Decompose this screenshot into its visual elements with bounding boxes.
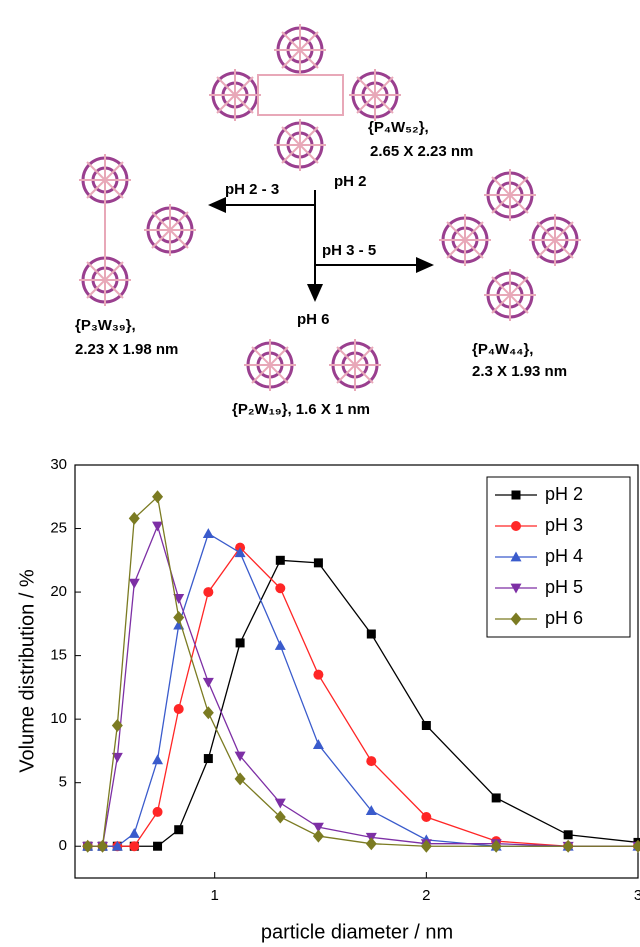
marker <box>129 579 140 589</box>
figure: pH 2 pH 2 - 3 pH 3 - 5 pH 6 {P₄W₅₂}, 2.6… <box>0 0 640 947</box>
y-tick-label: 0 <box>59 837 67 854</box>
marker <box>203 678 214 688</box>
x-axis-label: particle diameter / nm <box>261 921 453 943</box>
marker <box>275 811 286 824</box>
marker <box>313 739 324 749</box>
label: pH 2 <box>334 173 367 190</box>
marker <box>174 704 184 714</box>
label: pH 3 - 5 <box>322 242 376 259</box>
legend-marker <box>511 521 521 531</box>
label: 2.23 X 1.98 nm <box>75 341 178 358</box>
marker <box>563 840 574 853</box>
y-tick-label: 15 <box>50 647 67 664</box>
legend-label: pH 5 <box>545 577 583 597</box>
legend-label: pH 2 <box>545 484 583 504</box>
marker <box>422 721 431 730</box>
marker <box>314 558 323 567</box>
label: pH 2 - 3 <box>225 181 279 198</box>
marker <box>492 793 501 802</box>
marker <box>153 842 162 851</box>
label: 2.3 X 1.93 nm <box>472 363 567 380</box>
x-tick-label: 3 <box>634 887 640 904</box>
x-tick-label: 1 <box>211 887 219 904</box>
y-axis-label: Volume distribution / % <box>16 569 38 773</box>
marker <box>204 754 213 763</box>
label: pH 6 <box>297 311 330 328</box>
marker <box>152 522 163 532</box>
y-tick-label: 30 <box>50 456 67 473</box>
marker <box>129 828 140 838</box>
marker <box>275 583 285 593</box>
label: {P₂W₁₉}, 1.6 X 1 nm <box>232 401 370 418</box>
structure-bottom <box>244 339 381 391</box>
marker <box>203 528 214 538</box>
marker <box>313 670 323 680</box>
marker <box>275 799 286 809</box>
page: pH 2 pH 2 - 3 pH 3 - 5 pH 6 {P₄W₅₂}, 2.6… <box>0 0 640 947</box>
legend-label: pH 3 <box>545 515 583 535</box>
label: 2.65 X 2.23 nm <box>370 143 473 160</box>
label: {P₃W₃₉}, <box>75 317 136 334</box>
y-tick-label: 5 <box>59 774 67 791</box>
marker <box>82 840 93 853</box>
y-tick-label: 10 <box>50 710 67 727</box>
legend-marker <box>512 491 521 500</box>
marker <box>421 812 431 822</box>
structure-right <box>439 169 581 321</box>
marker <box>276 556 285 565</box>
marker <box>366 756 376 766</box>
marker <box>129 841 139 851</box>
marker <box>203 587 213 597</box>
x-tick-label: 2 <box>422 887 430 904</box>
marker <box>275 640 286 650</box>
marker <box>97 840 108 853</box>
marker <box>152 490 163 503</box>
marker <box>564 830 573 839</box>
marker <box>152 754 163 764</box>
marker <box>203 706 214 719</box>
y-tick-label: 25 <box>50 520 67 537</box>
marker <box>153 807 163 817</box>
legend-label: pH 4 <box>545 546 583 566</box>
label: {P₄W₅₂}, <box>368 119 429 136</box>
marker <box>313 830 324 843</box>
y-tick-label: 20 <box>50 583 67 600</box>
legend-label: pH 6 <box>545 608 583 628</box>
marker <box>367 630 376 639</box>
marker <box>129 512 140 525</box>
label: {P₄W₄₄}, <box>472 341 533 358</box>
structure-left <box>79 154 196 306</box>
marker <box>235 772 246 785</box>
marker <box>236 638 245 647</box>
marker <box>174 825 183 834</box>
marker <box>366 837 377 850</box>
